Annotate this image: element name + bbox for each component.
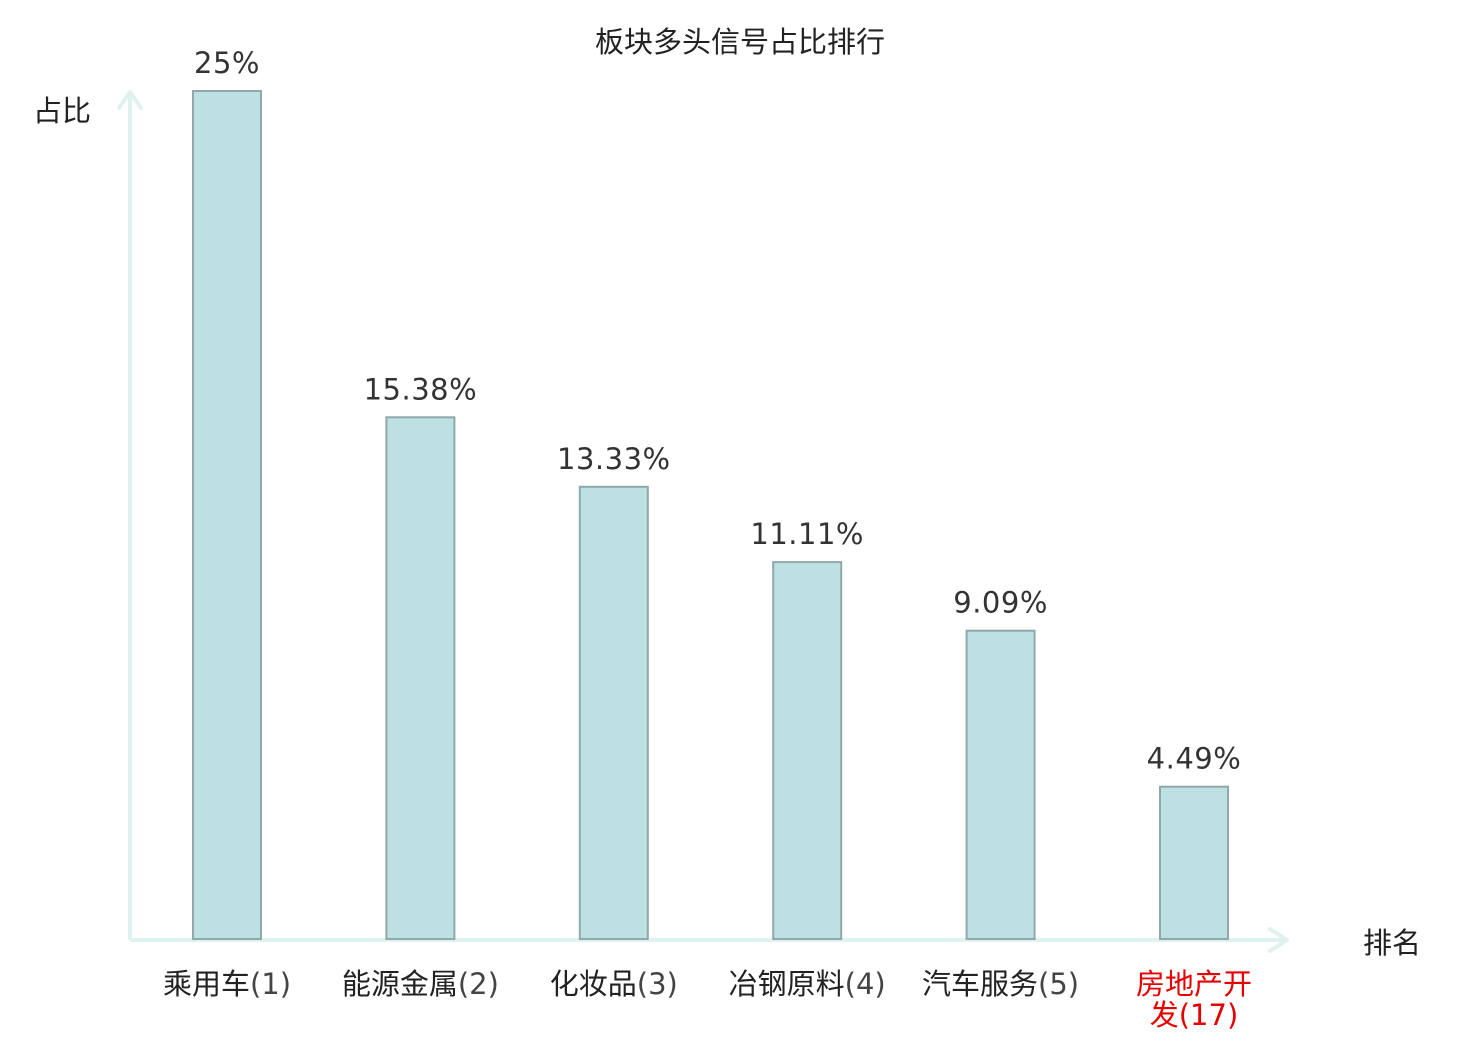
category-name: 化妆品 [550, 967, 637, 1001]
value-label-3: 13.33% [557, 442, 671, 476]
y-axis-arrow-icon [117, 90, 143, 110]
category-rank: (3) [637, 967, 678, 1001]
category-rank: (17) [1179, 998, 1239, 1032]
category-name: 乘用车 [163, 967, 250, 1001]
category-rank: (1) [250, 967, 291, 1001]
chart-title: 板块多头信号占比排行 [595, 25, 885, 59]
category-name: 房地产开 [1136, 967, 1252, 1001]
value-label-4: 11.11% [750, 517, 864, 551]
category-labels-group: 乘用车(1) 能源金属(2) 化妆品(3) 冶钢原料(4) 汽车服务(5) 房地产开发(1… [163, 967, 1252, 1032]
value-label-5: 9.09% [953, 586, 1048, 620]
bar-4 [772, 561, 843, 940]
category-name: 冶钢原料 [729, 967, 845, 1001]
bar-5 [965, 629, 1036, 940]
category-label-6: 房地产开发(17) [1136, 967, 1252, 1032]
category-rank: (5) [1038, 967, 1079, 1001]
bar-6 [1159, 785, 1229, 941]
category-label-3: 化妆品(3) [550, 967, 678, 1001]
x-axis-label: 排名 [1363, 926, 1421, 960]
value-labels-group: 25% 15.38% 13.33% 11.11% 9.09% 4.49% [194, 46, 1241, 776]
category-name: 能源金属 [342, 967, 458, 1001]
category-label-4: 冶钢原料(4) [729, 967, 886, 1001]
y-axis-label: 占比 [33, 94, 91, 128]
category-rank: (2) [458, 967, 499, 1001]
bar-2 [385, 416, 456, 940]
category-label-2: 能源金属(2) [342, 967, 499, 1001]
category-rank: (4) [845, 967, 886, 1001]
category-label-5: 汽车服务(5) [922, 967, 1079, 1001]
value-label-6: 4.49% [1147, 742, 1242, 776]
category-label-1: 乘用车(1) [163, 967, 291, 1001]
x-axis-arrow-icon [1268, 927, 1289, 953]
category-name-continued: 发 [1150, 998, 1179, 1032]
value-label-1: 25% [194, 46, 260, 80]
bar-3 [578, 485, 649, 940]
bar-1 [192, 90, 262, 940]
value-label-2: 15.38% [364, 372, 478, 406]
x-axis [130, 927, 1289, 953]
y-axis [117, 90, 143, 940]
category-name: 汽车服务 [922, 967, 1038, 1001]
bars-group [192, 90, 1229, 941]
